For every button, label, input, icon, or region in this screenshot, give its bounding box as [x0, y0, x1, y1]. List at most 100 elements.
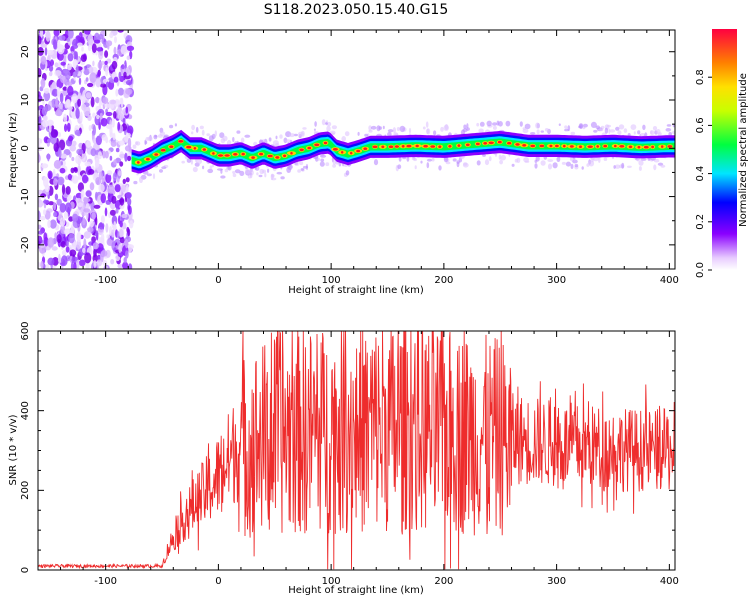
halo-blob: [207, 168, 214, 174]
halo-blob: [426, 128, 430, 134]
halo-blob: [463, 124, 467, 130]
noise-blob: [42, 115, 48, 122]
halo-blob: [319, 161, 325, 167]
noise-blob: [40, 43, 48, 48]
halo-blob: [240, 137, 245, 144]
halo-blob: [387, 129, 394, 133]
noise-blob: [70, 224, 75, 235]
halo-blob: [299, 161, 304, 166]
halo-blob: [259, 168, 265, 175]
core-red: [146, 157, 150, 161]
noise-blob: [95, 135, 102, 146]
core-red: [406, 144, 412, 148]
noise-blob: [89, 182, 95, 191]
noise-blob: [66, 240, 69, 247]
noise-blob: [126, 226, 130, 233]
noise-blob: [85, 77, 89, 82]
halo-blob: [202, 165, 205, 170]
noise-blob: [92, 112, 96, 119]
noise-blob: [105, 223, 109, 233]
noise-blob: [58, 147, 62, 159]
noise-blob: [82, 247, 86, 254]
halo-blob: [332, 160, 337, 165]
noise-blob: [44, 47, 48, 56]
core-red: [350, 151, 353, 155]
noise-blob: [123, 257, 127, 264]
noise-blob: [57, 176, 65, 186]
core-red: [275, 156, 280, 159]
halo-blob: [492, 125, 497, 130]
halo-blob: [660, 164, 666, 168]
noise-blob: [56, 86, 61, 98]
noise-blob: [85, 261, 90, 269]
halo-blob: [222, 135, 228, 142]
noise-blob: [113, 221, 117, 230]
halo-blob: [159, 131, 166, 137]
halo-blob: [431, 157, 435, 162]
halo-blob: [547, 163, 553, 170]
noise-blob: [113, 76, 119, 83]
noise-blob: [65, 70, 71, 81]
noise-blob: [59, 203, 66, 213]
noise-blob: [43, 199, 50, 204]
halo-blob: [275, 135, 278, 140]
noise-blob: [53, 142, 60, 152]
core-red: [497, 140, 502, 144]
noise-blob: [125, 80, 133, 86]
halo-blob: [376, 125, 381, 132]
halo-blob: [582, 123, 588, 128]
noise-blob: [120, 45, 128, 55]
core-red: [488, 141, 494, 145]
halo-blob: [234, 169, 241, 174]
snr-xtick-label: 300: [547, 576, 566, 587]
colorbar-tick-label: 0.2: [695, 214, 706, 230]
halo-blob: [325, 122, 328, 125]
core-red: [507, 141, 512, 145]
noise-blob: [70, 261, 74, 269]
noise-blob: [123, 71, 127, 78]
noise-blob: [71, 156, 75, 162]
halo-blob: [524, 160, 530, 163]
noise-blob: [68, 135, 74, 142]
halo-blob: [186, 158, 192, 163]
noise-blob: [119, 228, 124, 238]
noise-blob: [48, 201, 54, 206]
noise-blob: [91, 43, 97, 54]
noise-blob: [56, 234, 62, 244]
noise-blob: [77, 202, 83, 208]
halo-blob: [556, 156, 561, 162]
spectrogram-xtick-label: 0: [215, 275, 221, 286]
halo-blob: [253, 141, 258, 147]
noise-blob: [70, 167, 75, 174]
halo-blob: [540, 130, 544, 133]
halo-blob: [169, 124, 174, 129]
noise-blob: [47, 138, 52, 144]
noise-blob: [57, 39, 61, 51]
spectrogram-xtick-label: 400: [660, 275, 679, 286]
core-red: [363, 147, 368, 150]
noise-blob: [40, 260, 44, 269]
halo-blob: [296, 161, 299, 166]
halo-blob: [159, 169, 163, 173]
noise-blob: [110, 259, 115, 265]
noise-blob: [87, 115, 92, 121]
noise-blob: [65, 186, 71, 195]
noise-blob: [38, 106, 42, 111]
noise-blob: [85, 92, 92, 99]
noise-blob: [104, 60, 108, 65]
halo-blob: [570, 163, 574, 169]
halo-blob: [276, 171, 283, 175]
halo-blob: [287, 164, 293, 170]
halo-blob: [536, 129, 540, 135]
core-red: [169, 145, 174, 148]
noise-blob: [112, 172, 117, 182]
halo-blob: [672, 130, 675, 135]
noise-blob: [73, 167, 78, 173]
core-red: [619, 145, 625, 148]
noise-blob: [40, 78, 46, 89]
noise-blob: [111, 195, 117, 204]
halo-blob: [341, 136, 347, 142]
snr-ytick-label: 200: [20, 481, 31, 500]
halo-blob: [209, 165, 213, 170]
halo-blob: [297, 169, 301, 173]
